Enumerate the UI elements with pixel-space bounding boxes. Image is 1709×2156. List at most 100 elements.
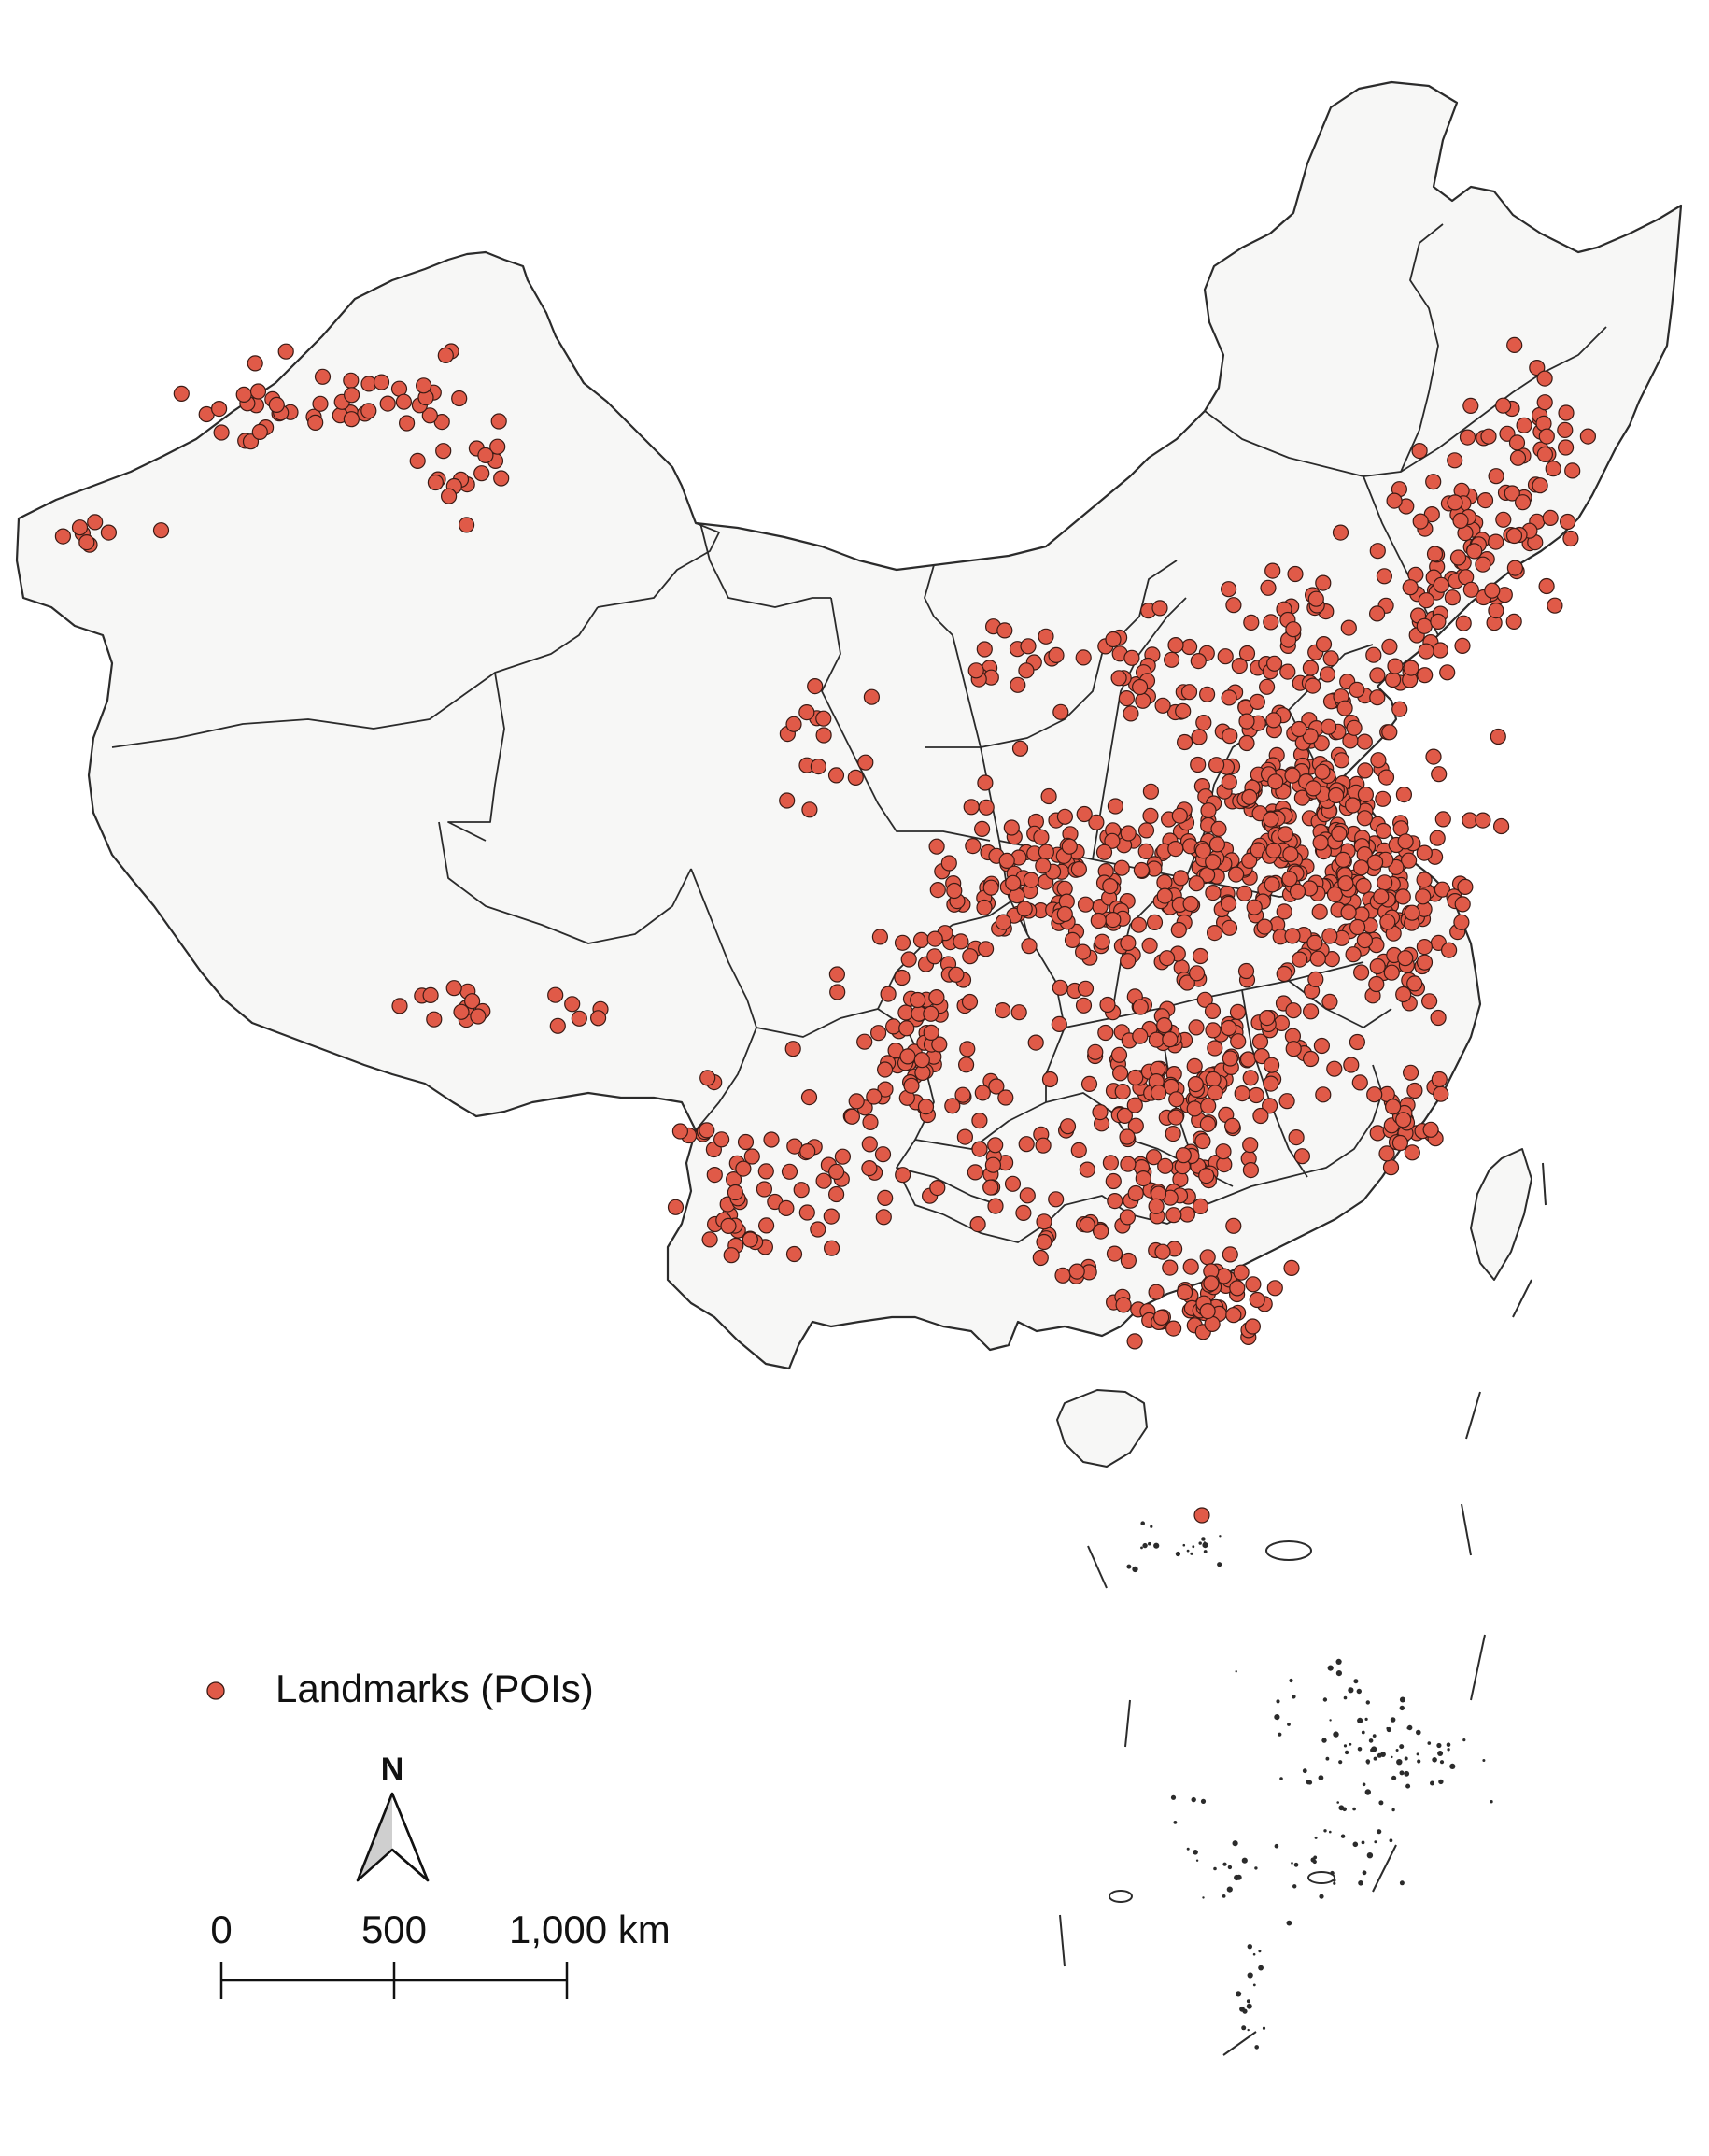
poi-marker	[344, 387, 360, 404]
poi-marker	[1455, 615, 1472, 631]
poi-marker	[1264, 562, 1281, 579]
poi-marker	[1199, 1302, 1216, 1320]
poi-marker	[1120, 825, 1137, 842]
poi-marker	[1238, 713, 1255, 730]
poi-layer	[54, 336, 1597, 1524]
poi-marker	[87, 514, 104, 531]
poi-marker	[1194, 843, 1212, 859]
poi-marker	[1332, 524, 1349, 541]
poi-marker	[1494, 397, 1512, 414]
poi-marker	[343, 372, 360, 389]
poi-marker	[1547, 597, 1563, 614]
hainan-island	[1056, 1389, 1148, 1468]
poi-marker	[1198, 686, 1216, 702]
poi-marker	[1287, 565, 1304, 583]
island-dot	[1201, 1537, 1206, 1541]
island-dot	[1407, 1724, 1413, 1731]
poi-marker	[1179, 974, 1195, 991]
poi-marker	[1090, 912, 1107, 929]
poi-marker	[954, 1086, 971, 1103]
island-dot	[1377, 1752, 1382, 1758]
island-dot	[1361, 1840, 1365, 1845]
poi-marker	[1241, 788, 1258, 806]
island-dot	[1173, 1821, 1178, 1824]
island-dot	[1374, 1840, 1377, 1844]
island-dot	[1140, 1521, 1145, 1525]
poi-marker	[1075, 649, 1092, 666]
poi-marker	[1454, 637, 1471, 655]
island-dot	[1325, 1756, 1330, 1761]
poi-marker	[1180, 684, 1198, 701]
island-dot	[1329, 1719, 1332, 1722]
poi-marker	[1434, 881, 1451, 898]
poi-marker	[1133, 861, 1151, 879]
poi-marker	[1263, 811, 1279, 828]
province-border	[896, 1167, 1000, 1206]
poi-marker	[1302, 1003, 1320, 1020]
poi-marker	[1021, 938, 1038, 955]
poi-marker	[1123, 705, 1139, 722]
poi-marker	[1285, 1041, 1302, 1057]
island-dot	[1368, 1738, 1374, 1743]
poi-marker	[815, 727, 832, 744]
poi-marker	[1243, 614, 1260, 631]
poi-marker	[1131, 678, 1149, 696]
island-dot	[1132, 1566, 1138, 1573]
poi-marker	[1102, 877, 1119, 895]
island-dot	[1404, 1756, 1408, 1761]
island-dot	[1247, 1944, 1253, 1950]
poi-marker	[1036, 1233, 1052, 1251]
poi-marker	[929, 881, 946, 899]
island-dot	[1353, 1679, 1359, 1684]
poi-marker	[861, 1136, 878, 1153]
poi-marker	[1356, 810, 1374, 827]
poi-marker	[464, 993, 481, 1010]
nine-dash-line-segment	[1542, 1162, 1547, 1206]
poi-marker	[1221, 689, 1237, 706]
poi-marker	[1322, 650, 1339, 667]
poi-marker	[713, 1131, 730, 1148]
poi-marker	[923, 1005, 939, 1022]
poi-marker	[977, 941, 995, 957]
poi-marker	[810, 758, 827, 775]
poi-marker	[1384, 671, 1402, 688]
poi-marker	[1343, 1057, 1360, 1073]
nine-dash-line-segment	[1087, 1545, 1108, 1589]
poi-marker	[977, 774, 994, 791]
poi-marker	[1245, 1276, 1262, 1293]
island-dot	[1430, 1780, 1434, 1786]
poi-marker	[1391, 1134, 1409, 1152]
poi-marker	[1366, 854, 1384, 871]
poi-marker	[847, 769, 864, 787]
poi-marker	[1056, 905, 1073, 923]
island-dot	[1482, 1759, 1486, 1762]
poi-marker	[1369, 667, 1386, 684]
province-border	[111, 606, 599, 748]
poi-marker	[1562, 530, 1579, 547]
poi-marker	[1260, 579, 1277, 596]
poi-marker	[1263, 1057, 1280, 1073]
poi-marker	[1264, 876, 1280, 893]
poi-marker	[1395, 1112, 1412, 1128]
island-dot	[1417, 1759, 1421, 1764]
poi-marker	[1415, 888, 1432, 905]
poi-marker	[1200, 802, 1217, 819]
island-dot	[1203, 1550, 1208, 1553]
island-dot	[1232, 1840, 1238, 1847]
poi-marker	[1506, 560, 1524, 576]
poi-marker	[1076, 805, 1093, 823]
island-dot	[1198, 1541, 1202, 1545]
poi-marker	[1346, 719, 1363, 736]
island-dot	[1175, 1551, 1180, 1557]
poi-marker	[1215, 1143, 1232, 1160]
poi-marker	[1056, 808, 1074, 825]
poi-marker	[1199, 1115, 1217, 1133]
poi-marker	[1263, 614, 1279, 631]
poi-marker	[798, 703, 815, 721]
island-dot	[1236, 1991, 1242, 1997]
poi-marker	[1040, 787, 1057, 805]
poi-marker	[395, 393, 412, 410]
poi-marker	[1315, 635, 1333, 653]
poi-marker	[1156, 873, 1173, 891]
poi-marker	[1508, 434, 1526, 451]
